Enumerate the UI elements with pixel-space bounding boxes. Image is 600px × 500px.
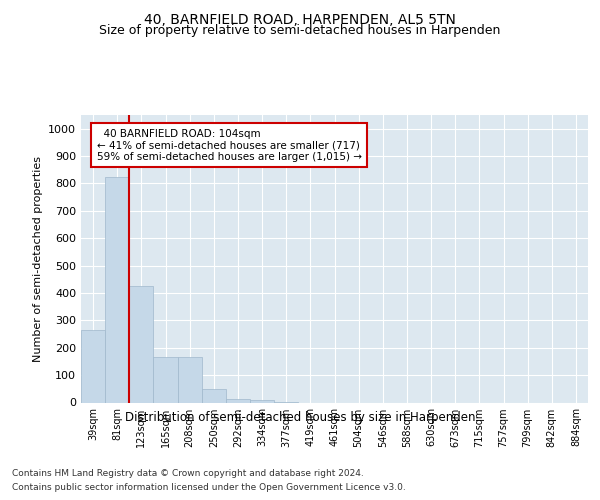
Text: Size of property relative to semi-detached houses in Harpenden: Size of property relative to semi-detach… [100, 24, 500, 37]
Bar [81, 330, 105, 402]
Bar [250, 400, 274, 402]
Text: Distribution of semi-detached houses by size in Harpenden: Distribution of semi-detached houses by … [125, 411, 475, 424]
Text: 40, BARNFIELD ROAD, HARPENDEN, AL5 5TN: 40, BARNFIELD ROAD, HARPENDEN, AL5 5TN [144, 12, 456, 26]
Bar [178, 356, 202, 403]
Bar [226, 399, 250, 402]
Text: 40 BARNFIELD ROAD: 104sqm
← 41% of semi-detached houses are smaller (717)
59% of: 40 BARNFIELD ROAD: 104sqm ← 41% of semi-… [97, 128, 362, 162]
Bar [202, 389, 226, 402]
Bar [105, 176, 129, 402]
Text: Contains public sector information licensed under the Open Government Licence v3: Contains public sector information licen… [12, 484, 406, 492]
Y-axis label: Number of semi-detached properties: Number of semi-detached properties [32, 156, 43, 362]
Bar [154, 356, 178, 403]
Text: Contains HM Land Registry data © Crown copyright and database right 2024.: Contains HM Land Registry data © Crown c… [12, 469, 364, 478]
Bar [129, 286, 154, 403]
